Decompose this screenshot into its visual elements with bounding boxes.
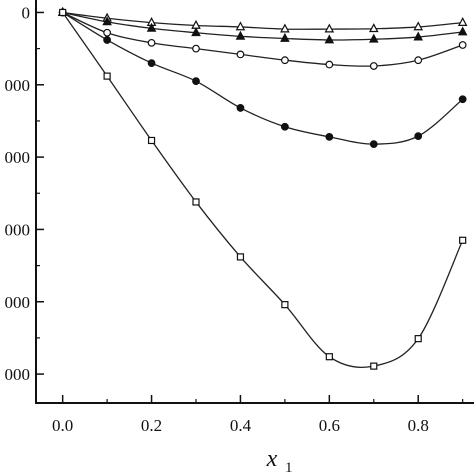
data-point-open-square bbox=[325, 353, 333, 361]
y-tick-label: 000 bbox=[5, 293, 31, 312]
x-tick-label: 0.6 bbox=[319, 416, 340, 435]
series-open-square bbox=[59, 8, 467, 370]
data-point-filled-circle bbox=[325, 132, 334, 141]
data-point-filled-triangle bbox=[368, 33, 379, 43]
data-point-filled-circle bbox=[414, 132, 423, 141]
x-tick-label: 0.4 bbox=[230, 416, 252, 435]
data-point-filled-circle bbox=[369, 140, 378, 148]
data-point-open-square bbox=[281, 301, 289, 309]
x-axis-label: x bbox=[266, 446, 278, 472]
series-line bbox=[62, 12, 464, 369]
data-point-open-circle bbox=[414, 56, 423, 65]
data-point-filled-triangle bbox=[146, 22, 157, 32]
data-point-open-triangle bbox=[413, 21, 424, 31]
x-axis-label-subscript: 1 bbox=[285, 460, 293, 474]
data-point-open-circle bbox=[369, 62, 378, 70]
data-point-filled-triangle bbox=[413, 31, 424, 41]
data-point-open-triangle bbox=[324, 23, 335, 33]
series-filled-triangle bbox=[57, 6, 468, 44]
x-axis-ticks: 0.0 0.2 0.4 0.6 0.8 bbox=[52, 395, 464, 435]
data-point-filled-triangle bbox=[324, 34, 335, 44]
series-line bbox=[62, 11, 463, 30]
series-line bbox=[62, 11, 464, 145]
data-point-open-square bbox=[192, 198, 200, 206]
data-point-filled-circle bbox=[103, 36, 112, 44]
data-point-open-square bbox=[459, 236, 467, 244]
data-point-open-circle bbox=[147, 38, 156, 47]
data-point-open-square bbox=[147, 136, 156, 145]
data-point-filled-circle bbox=[280, 122, 289, 131]
data-point-filled-triangle bbox=[102, 16, 112, 26]
data-point-open-circle bbox=[192, 44, 200, 53]
series-filled-circle bbox=[58, 8, 467, 148]
y-tick-label: 000 bbox=[5, 220, 31, 239]
data-point-open-circle bbox=[458, 41, 467, 49]
series-layer bbox=[57, 6, 468, 370]
data-point-filled-circle bbox=[192, 77, 200, 86]
data-point-open-square bbox=[236, 253, 245, 261]
data-point-open-triangle bbox=[235, 21, 246, 31]
y-tick-label: 000 bbox=[5, 76, 31, 95]
data-point-open-square bbox=[414, 335, 422, 343]
data-point-open-triangle bbox=[457, 17, 468, 26]
data-point-open-circle bbox=[236, 50, 245, 59]
y-tick-label: 000 bbox=[5, 148, 31, 167]
data-point-filled-triangle bbox=[457, 26, 468, 36]
data-point-open-square bbox=[103, 72, 111, 80]
series-open-triangle bbox=[57, 6, 468, 33]
y-tick-label: 000 bbox=[5, 365, 31, 384]
data-point-filled-triangle bbox=[191, 27, 201, 37]
data-point-open-square bbox=[370, 362, 378, 370]
x-tick-label: 0.0 bbox=[52, 416, 73, 435]
data-point-open-triangle bbox=[280, 23, 290, 33]
data-point-open-circle bbox=[280, 56, 289, 65]
data-point-filled-circle bbox=[458, 95, 467, 104]
series-line bbox=[62, 11, 463, 67]
x-tick-label: 0.8 bbox=[408, 416, 429, 435]
data-point-filled-triangle bbox=[280, 32, 290, 42]
data-point-filled-circle bbox=[236, 104, 245, 112]
data-point-open-triangle bbox=[368, 23, 379, 33]
y-tick-label: 0 bbox=[22, 3, 31, 22]
series-open-circle bbox=[58, 8, 467, 70]
data-point-filled-circle bbox=[147, 59, 156, 67]
data-point-open-circle bbox=[325, 60, 334, 69]
series-line bbox=[62, 11, 463, 41]
data-point-filled-triangle bbox=[235, 30, 246, 40]
x-tick-label: 0.2 bbox=[141, 416, 162, 435]
data-point-open-square bbox=[59, 8, 67, 17]
data-point-open-circle bbox=[103, 28, 112, 37]
plot-frame bbox=[35, 0, 474, 404]
